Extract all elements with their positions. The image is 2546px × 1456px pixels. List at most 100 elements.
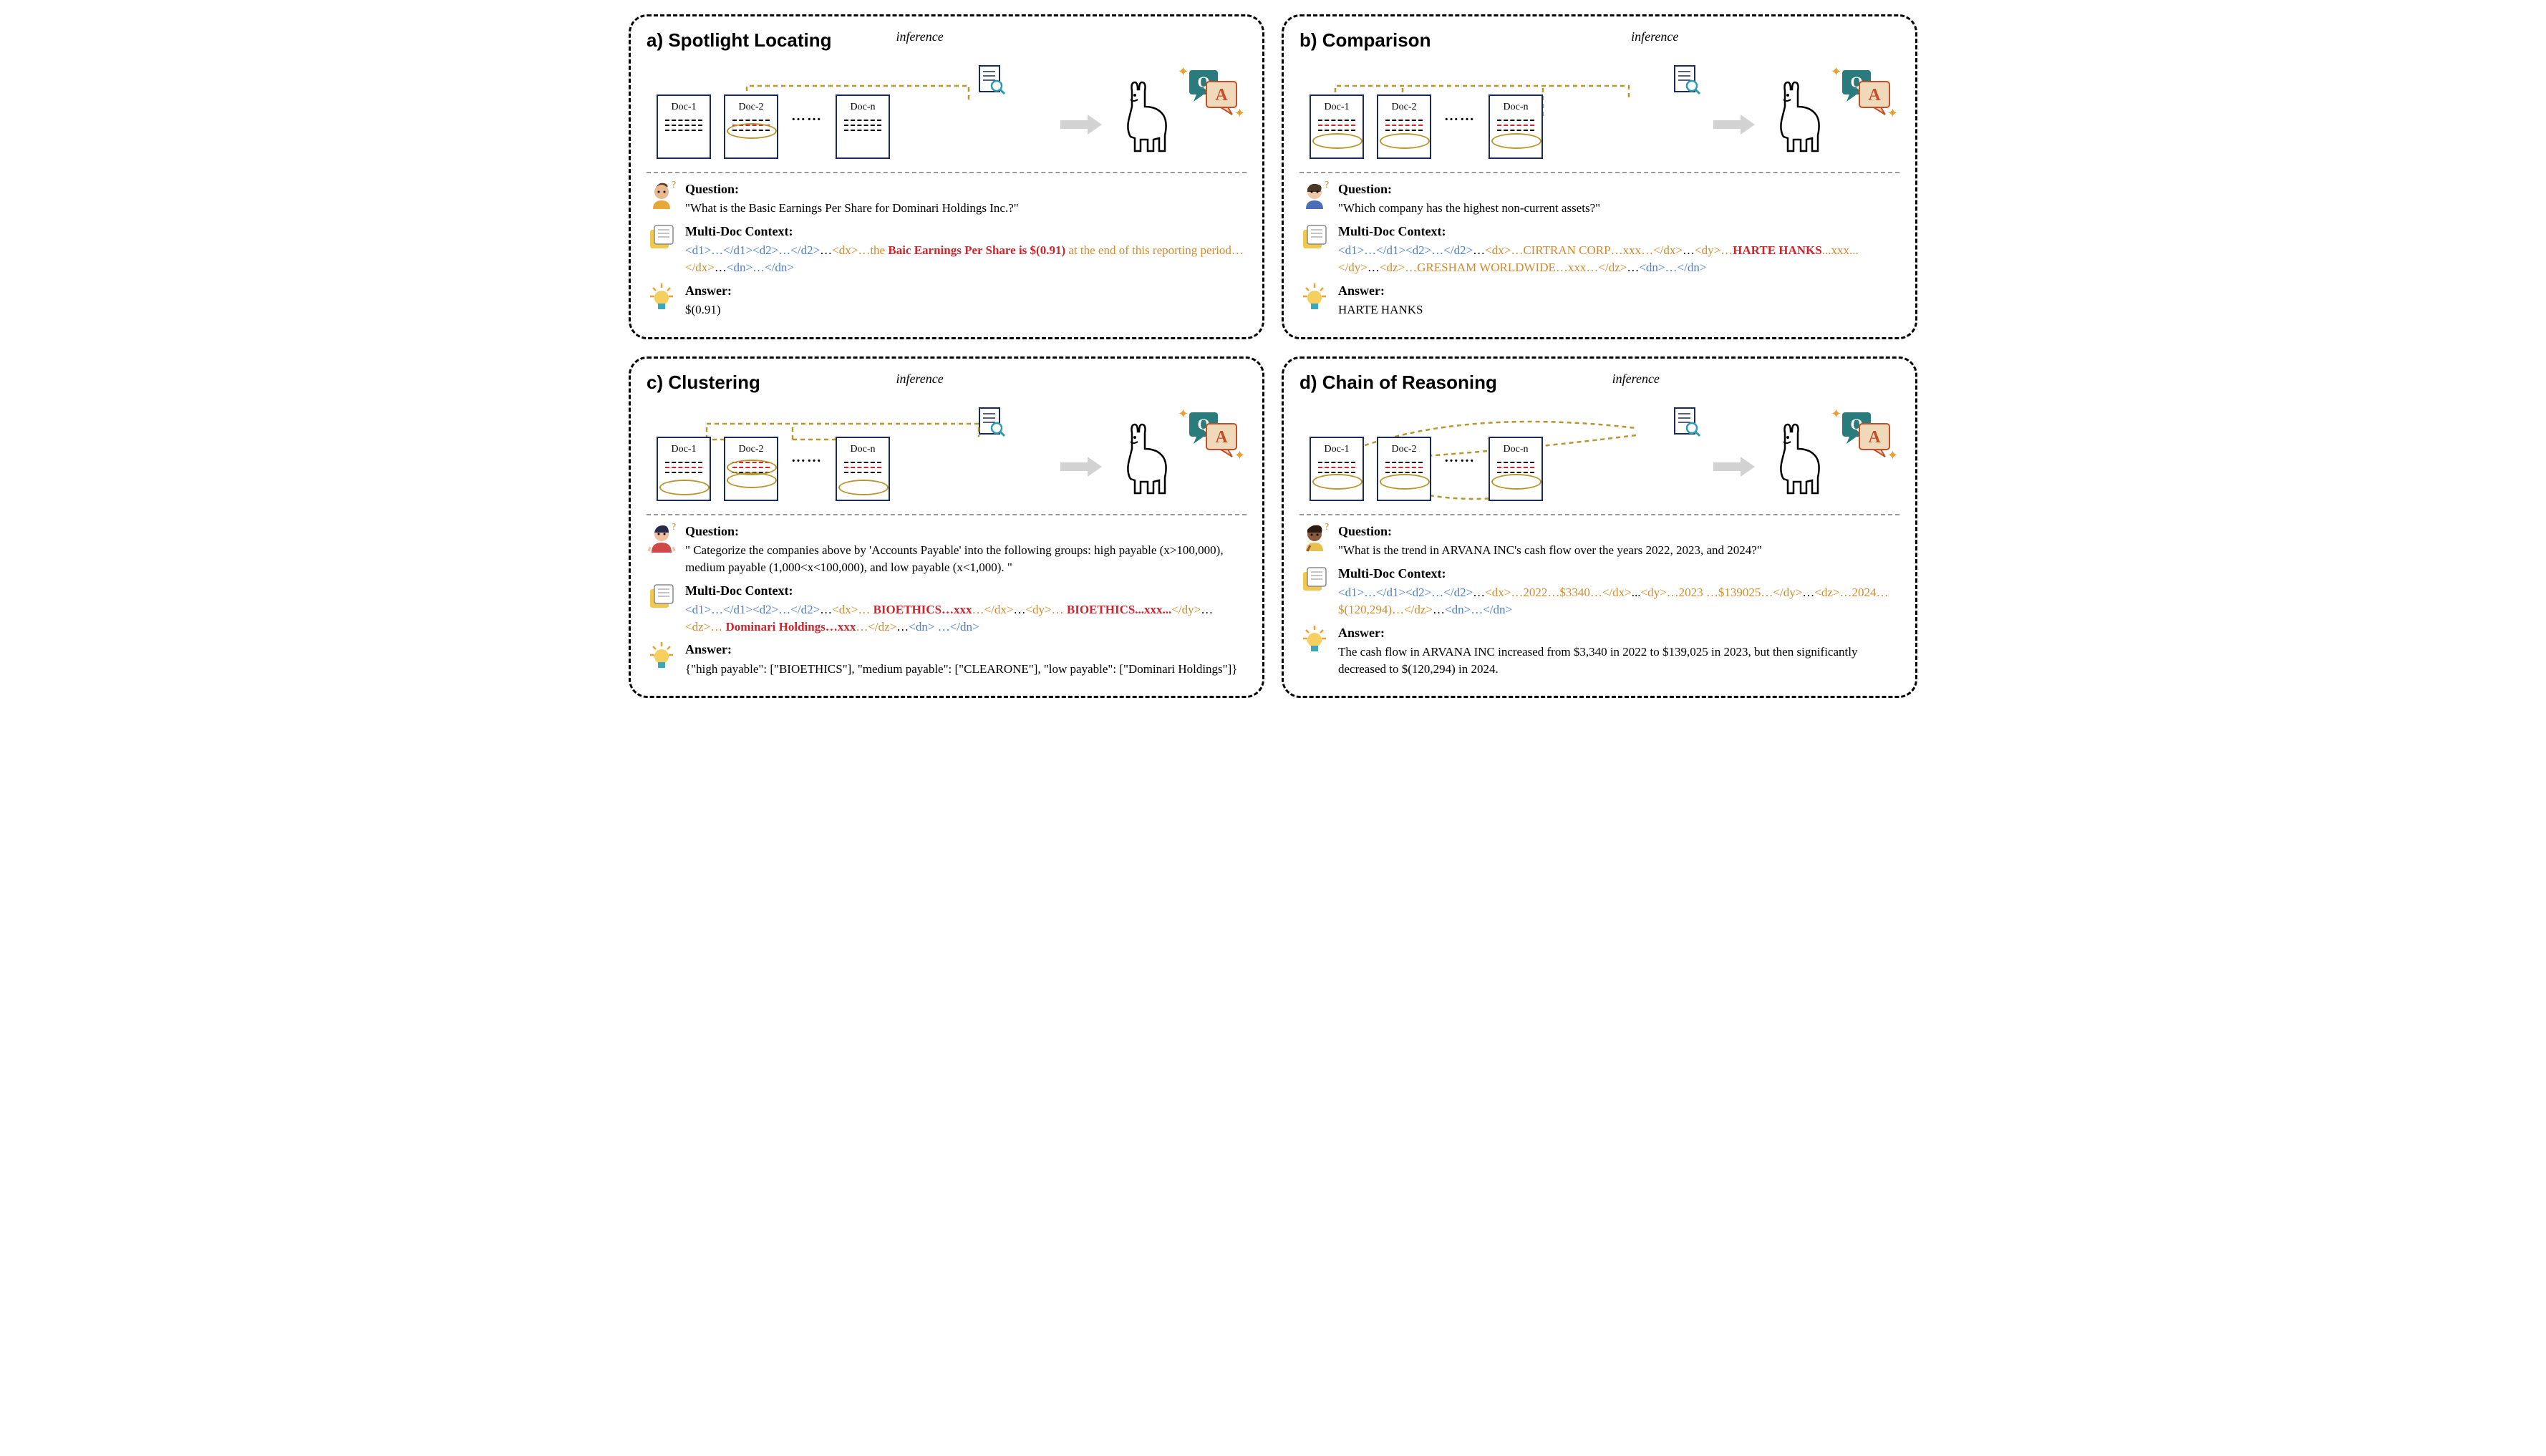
question-row: ? Question: "Which company has the highe… [1299, 180, 1899, 217]
person-icon: ? [647, 180, 677, 212]
llama-icon [1115, 78, 1178, 160]
doc-label: Doc-2 [725, 444, 777, 455]
highlight-ring [1380, 133, 1430, 149]
divider [647, 172, 1247, 173]
diagram-a: Doc-1 Doc-2 …… Doc-n ✦ QA ✦ [647, 57, 1247, 165]
ellipsis: …… [1444, 450, 1476, 487]
answer-block: Answer: HARTE HANKS [1338, 282, 1899, 319]
answer-label: Answer: [1338, 624, 1899, 642]
bulb-icon [647, 641, 677, 672]
question-block: Question: "What is the trend in ARVANA I… [1338, 523, 1899, 559]
doc-label: Doc-n [837, 444, 889, 455]
bulb-icon [1299, 282, 1330, 314]
arrow-icon [1059, 113, 1103, 136]
question-block: Question: "What is the Basic Earnings Pe… [685, 180, 1247, 217]
docstack-icon [1299, 223, 1330, 251]
doc-card: Doc-n [836, 437, 890, 501]
qa-icon: ✦ QA ✦ [1838, 409, 1894, 462]
panel-title: d) Chain of Reasoning [1299, 372, 1899, 394]
panel-comparison: b) Comparison inference Doc-1 Doc-2 …… D… [1282, 14, 1917, 339]
question-text: "What is the Basic Earnings Per Share fo… [685, 201, 1019, 215]
qa-icon: ✦ QA ✦ [1838, 67, 1894, 120]
arrow-icon [1712, 455, 1756, 478]
doc-row: Doc-1 Doc-2 …… Doc-n [1310, 437, 1543, 501]
svg-text:?: ? [672, 180, 676, 190]
highlight-ring [1312, 474, 1362, 490]
magnify-icon [1672, 63, 1700, 100]
docstack-icon [1299, 565, 1330, 593]
doc-card: Doc-n [836, 94, 890, 159]
doc-card: Doc-2 [1377, 437, 1431, 501]
context-text: <d1>…</d1><d2>…</d2>…<dx>…CIRTRAN CORP…x… [1338, 243, 1859, 274]
svg-text:?: ? [1325, 180, 1329, 190]
context-text: <d1>…</d1><d2>…</d2>…<dx>…the Baic Earni… [685, 243, 1244, 274]
doc-row: Doc-1 Doc-2 …… Doc-n [1310, 94, 1543, 159]
question-block: Question: " Categorize the companies abo… [685, 523, 1247, 576]
question-text: "Which company has the highest non-curre… [1338, 201, 1600, 215]
inference-label: inference [896, 372, 943, 387]
svg-text:A: A [1215, 428, 1228, 447]
answer-label: Answer: [1338, 282, 1899, 300]
panel-grid: a) Spotlight Locating inference Doc-1 Do… [629, 14, 1917, 698]
qa-icon: ✦ QA ✦ [1185, 409, 1241, 462]
doc-label: Doc-2 [1378, 444, 1430, 455]
doc-label: Doc-1 [658, 102, 710, 113]
diagram-c: Doc-1 Doc-2 …… Doc-n ✦ Q [647, 399, 1247, 507]
magnify-icon [1672, 405, 1700, 442]
svg-text:A: A [1868, 428, 1881, 447]
bulb-icon [1299, 624, 1330, 656]
context-block: Multi-Doc Context: <d1>…</d1><d2>…</d2>…… [685, 582, 1247, 636]
svg-text:A: A [1868, 86, 1881, 105]
context-text: <d1>…</d1><d2>…</d2>…<dx>… BIOETHICS…xxx… [685, 603, 1213, 634]
doc-card: Doc-n [1489, 94, 1543, 159]
doc-card: Doc-2 [724, 437, 778, 501]
doc-label: Doc-n [837, 102, 889, 113]
divider [647, 514, 1247, 515]
highlight-ring [727, 472, 777, 488]
context-block: Multi-Doc Context: <d1>…</d1><d2>…</d2>…… [685, 223, 1247, 276]
context-label: Multi-Doc Context: [685, 223, 1247, 241]
ellipsis: …… [1444, 108, 1476, 146]
highlight-ring [838, 480, 889, 495]
question-label: Question: [1338, 180, 1899, 198]
doc-card: Doc-1 [1310, 437, 1364, 501]
context-label: Multi-Doc Context: [1338, 223, 1899, 241]
highlight-ring [727, 123, 777, 139]
person-icon: ? [647, 523, 677, 554]
doc-card: Doc-1 [657, 94, 711, 159]
diagram-b: Doc-1 Doc-2 …… Doc-n ✦ QA ✦ [1299, 57, 1899, 165]
context-row: Multi-Doc Context: <d1>…</d1><d2>…</d2>…… [1299, 565, 1899, 618]
qa-icon: ✦ QA ✦ [1185, 67, 1241, 120]
ellipsis: …… [791, 450, 823, 487]
doc-card: Doc-1 [1310, 94, 1364, 159]
inference-label: inference [1612, 372, 1660, 387]
answer-text: $(0.91) [685, 303, 721, 316]
answer-block: Answer: The cash flow in ARVANA INC incr… [1338, 624, 1899, 678]
doc-label: Doc-2 [725, 102, 777, 113]
doc-row: Doc-1 Doc-2 …… Doc-n [657, 94, 890, 159]
context-row: Multi-Doc Context: <d1>…</d1><d2>…</d2>…… [1299, 223, 1899, 276]
answer-text: HARTE HANKS [1338, 303, 1423, 316]
panel-chain: d) Chain of Reasoning inference Doc-1 Do… [1282, 356, 1917, 699]
doc-card: Doc-1 [657, 437, 711, 501]
doc-label: Doc-1 [658, 444, 710, 455]
question-label: Question: [685, 180, 1247, 198]
question-block: Question: "Which company has the highest… [1338, 180, 1899, 217]
answer-row: Answer: HARTE HANKS [1299, 282, 1899, 319]
doc-label: Doc-n [1490, 102, 1541, 113]
doc-card: Doc-n [1489, 437, 1543, 501]
highlight-ring [1491, 133, 1541, 149]
answer-text: {"high payable": ["BIOETHICS"], "medium … [685, 662, 1237, 676]
question-row: ? Question: "What is the Basic Earnings … [647, 180, 1247, 217]
doc-row: Doc-1 Doc-2 …… Doc-n [657, 437, 890, 501]
context-row: Multi-Doc Context: <d1>…</d1><d2>…</d2>…… [647, 582, 1247, 636]
doc-card: Doc-2 [1377, 94, 1431, 159]
answer-block: Answer: $(0.91) [685, 282, 1247, 319]
panel-title: c) Clustering [647, 372, 1247, 394]
answer-row: Answer: {"high payable": ["BIOETHICS"], … [647, 641, 1247, 677]
question-row: ? Question: " Categorize the companies a… [647, 523, 1247, 576]
svg-text:A: A [1215, 86, 1228, 105]
person-icon: ? [1299, 523, 1330, 554]
doc-label: Doc-1 [1311, 102, 1362, 113]
context-text: <d1>…</d1><d2>…</d2>…<dx>…2022…$3340…</d… [1338, 586, 1889, 616]
